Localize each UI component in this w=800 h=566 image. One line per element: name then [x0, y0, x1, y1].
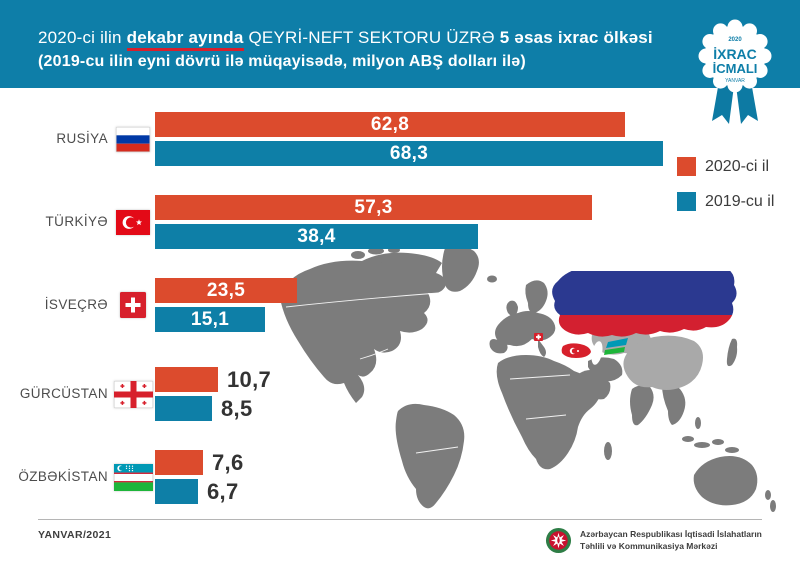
map-africa: [496, 355, 602, 470]
title-middle: QEYRİ-NEFT SEKTORU ÜZRƏ: [248, 28, 495, 47]
bar-value: 62,8: [370, 113, 410, 135]
bar-value: 6,7: [207, 479, 239, 504]
map-south-america: [395, 403, 465, 509]
bar-value: 15,1: [190, 308, 230, 330]
world-map: [280, 246, 776, 512]
legend-item-2020: 2020-ci il: [677, 157, 769, 176]
legend-swatch-2019: [677, 192, 696, 211]
bar-i̇sveçrə-2020-ci il: 23,5: [155, 278, 297, 303]
uzbekistan-flag-icon: [113, 463, 153, 491]
badge-line1: İXRAC: [713, 46, 757, 62]
country-label-4: GÜRCÜSTAN: [19, 386, 108, 401]
title-highlight: dekabr ayında: [126, 28, 244, 51]
bar-value: 23,5: [206, 279, 246, 301]
badge-line2: İCMALI: [713, 61, 758, 76]
legend-swatch-2020: [677, 157, 696, 176]
country-label-2: TÜRKİYƏ: [45, 214, 108, 229]
country-label-5: ÖZBƏKİSTAN: [18, 469, 108, 484]
map-caspian-sea: [591, 341, 603, 365]
bar-gürcüstan-2019-cu il: [155, 396, 212, 421]
bar-value: 8,5: [221, 396, 253, 421]
legend-item-2019: 2019-cu il: [677, 192, 774, 211]
bar-value: 7,6: [212, 450, 244, 475]
title-prefix: 2020-ci ilin: [38, 28, 122, 47]
map-china: [623, 335, 703, 390]
map-north-america: [280, 252, 446, 403]
country-label-3: İSVEÇRƏ: [44, 297, 108, 312]
bar-value: 10,7: [227, 367, 272, 392]
export-review-badge: 2020 İXRAC İCMALI YANVAR: [698, 19, 772, 124]
legend-label-2020: 2020-ci il: [705, 157, 770, 175]
switzerland-flag-icon: [113, 291, 153, 319]
footer-divider: [38, 519, 762, 520]
map-europe: [495, 311, 556, 347]
turkey-flag-icon: [113, 208, 153, 236]
bar-value: 68,3: [389, 142, 429, 164]
bar-özbəki̇stan-2019-cu il: [155, 479, 198, 504]
bar-i̇sveçrə-2019-cu il: 15,1: [155, 307, 265, 332]
map-australia: [693, 456, 758, 506]
header-banner: 2020-ci ilin dekabr ayında QEYRİ-NEFT SE…: [0, 0, 800, 88]
footer-date: YANVAR/2021: [38, 529, 112, 541]
legend-label-2019: 2019-cu il: [705, 192, 775, 210]
footer-org-text: Azərbaycan Respublikası İqtisadi İslahat…: [580, 529, 762, 552]
page-title: 2020-ci ilin dekabr ayında QEYRİ-NEFT SE…: [38, 28, 653, 51]
badge-year: 2020: [728, 37, 742, 43]
bar-value: 38,4: [297, 225, 336, 247]
bar-value: 57,3: [354, 196, 393, 218]
bar-türki̇yə-2019-cu il: 38,4: [155, 224, 478, 249]
map-uzbekistan: [604, 338, 628, 355]
rosette-seal-icon: [698, 19, 772, 93]
footer-organization: Azərbaycan Respublikası İqtisadi İslahat…: [545, 527, 762, 554]
bar-türki̇yə-2020-ci il: 57,3: [155, 195, 592, 220]
map-greenland: [442, 246, 479, 292]
badge-month: YANVAR: [725, 78, 745, 84]
footer-org-line2: Təhlili və Kommunikasiya Mərkəzi: [580, 540, 718, 551]
page-subtitle: (2019-cu ilin eyni dövrü ilə müqayisədə,…: [38, 53, 526, 70]
georgia-flag-icon: [113, 380, 153, 408]
russia-flag-icon: [113, 125, 153, 153]
azerbaijan-emblem-icon: [545, 527, 572, 554]
map-switzerland: [534, 333, 543, 341]
title-bold: 5 əsas ixrac ölkəsi: [499, 28, 653, 47]
footer-org-line1: Azərbaycan Respublikası İqtisadi İslahat…: [580, 529, 762, 540]
country-label-1: RUSİYA: [56, 131, 108, 146]
bar-özbəki̇stan-2020-ci il: [155, 450, 203, 475]
bar-rusi̇ya-2020-ci il: 62,8: [155, 112, 625, 137]
bar-gürcüstan-2020-ci il: [155, 367, 218, 392]
bar-rusi̇ya-2019-cu il: 68,3: [155, 141, 663, 166]
